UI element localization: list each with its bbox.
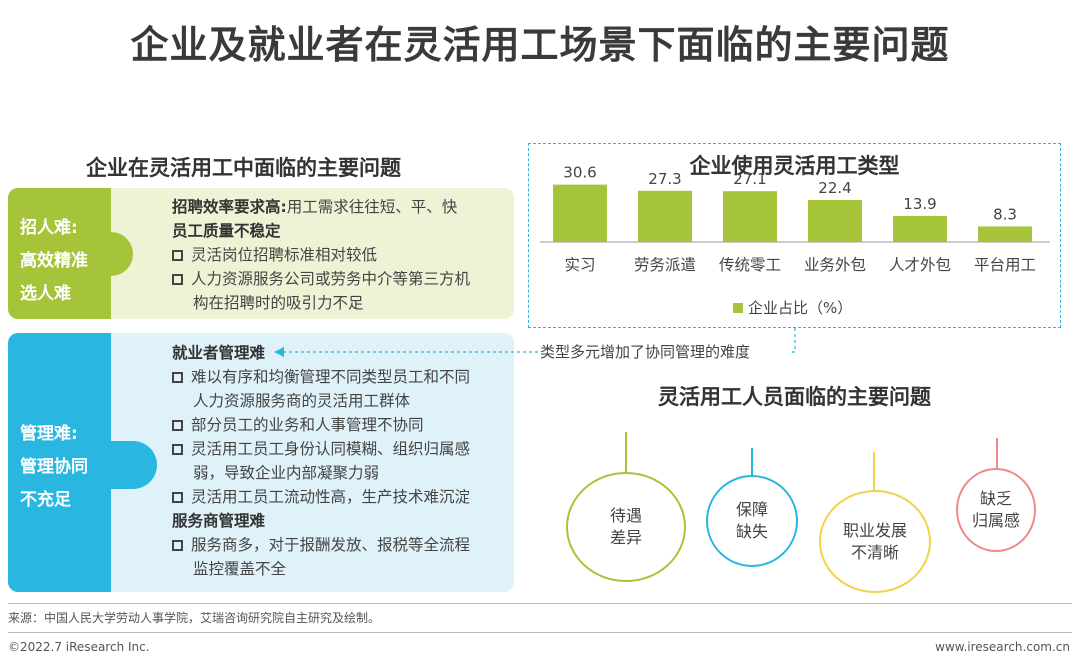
bar-5	[978, 226, 1032, 242]
list-item-continued: 构在招聘时的吸引力不足	[193, 294, 364, 312]
recruit-tab-line2: 高效精准	[20, 251, 88, 271]
list-item: 部分员工的业务和人事管理不协同	[172, 413, 508, 437]
recruit-tab-line3: 选人难	[20, 284, 71, 304]
list-item-continued: 弱，导致企业内部凝聚力弱	[193, 464, 380, 482]
checkbox-square-icon	[172, 420, 183, 431]
bar-value-label: 27.3	[648, 170, 681, 188]
source-divider	[8, 603, 1072, 604]
bar-1	[638, 190, 692, 242]
checkbox-square-icon	[172, 540, 183, 551]
category-label: 实习	[564, 256, 595, 274]
bar-2	[723, 191, 777, 242]
list-item: 难以有序和均衡管理不同类型员工和不同	[172, 365, 508, 389]
list-item-continued: 监控覆盖不全	[193, 560, 287, 578]
circle-treatment-difference: 待遇 差异	[566, 472, 686, 582]
recruit-content: 招聘效率要求高:用工需求往往短、平、快 员工质量不稳定 灵活岗位招聘标准相对较低…	[172, 195, 508, 315]
recruit-tab-label: 招人难: 高效精准 选人难	[8, 212, 88, 311]
checkbox-square-icon	[172, 250, 183, 261]
bar-value-label: 13.9	[903, 195, 936, 213]
website: www.iresearch.com.cn	[935, 640, 1070, 654]
copyright: ©2022.7 iResearch Inc.	[8, 640, 150, 654]
left-section-title: 企业在灵活用工中面临的主要问题	[86, 156, 401, 180]
manage-tab-line3: 不充足	[20, 490, 71, 510]
bar-4	[893, 215, 947, 242]
source-note: 来源：中国人民大学劳动人事学院，艾瑞咨询研究院自主研究及绘制。	[8, 611, 381, 625]
bar-value-label: 22.4	[818, 179, 851, 197]
legend-label: 企业占比（%）	[748, 299, 852, 317]
manage-tab-line1: 管理难:	[20, 424, 78, 444]
manage-tab-line2: 管理协同	[20, 457, 88, 477]
recruit-head-line2: 员工质量不稳定	[172, 222, 281, 240]
manage-content: 就业者管理难 难以有序和均衡管理不同类型员工和不同 人力资源服务商的灵活用工群体…	[172, 341, 508, 581]
bar-value-label: 27.1	[733, 170, 766, 188]
bar-0	[553, 184, 607, 242]
checkbox-square-icon	[172, 274, 183, 285]
checkbox-square-icon	[172, 372, 183, 383]
bar-chart: 30.6 实习 27.3 劳务派遣 27.1 传统零工 22.4 业务外包 13.9 人才外包 8.…	[540, 164, 1050, 317]
bar-value-label: 30.6	[563, 164, 596, 182]
manage-puzzle-knob	[95, 441, 157, 489]
category-label: 传统零工	[719, 256, 781, 274]
recruit-tab-line1: 招人难:	[20, 218, 78, 238]
checkbox-square-icon	[172, 492, 183, 503]
category-label: 业务外包	[804, 256, 866, 274]
list-item: 灵活用工员工流动性高，生产技术难沉淀	[172, 485, 508, 509]
bar-value-label: 8.3	[993, 205, 1017, 223]
circle-lack-of-security: 保障 缺失	[706, 475, 798, 567]
circle-lack-of-belonging: 缺乏 归属感	[956, 468, 1036, 552]
footer-divider	[8, 632, 1072, 633]
annotation-connector	[274, 328, 796, 357]
legend-swatch	[733, 303, 743, 313]
manage-tab-label: 管理难: 管理协同 不充足	[8, 418, 88, 517]
recruit-head-rest: 用工需求往往短、平、快	[286, 198, 458, 216]
chart-title: 企业使用灵活用工类型	[689, 154, 900, 178]
list-item: 人力资源服务公司或劳务中介等第三方机	[172, 267, 508, 291]
list-item-continued: 人力资源服务商的灵活用工群体	[193, 392, 411, 410]
recruit-tab	[8, 188, 111, 319]
circle-unclear-career: 职业发展 不清晰	[819, 490, 931, 593]
manage-head1: 就业者管理难	[172, 344, 266, 362]
list-item: 灵活岗位招聘标准相对较低	[172, 243, 508, 267]
list-item: 服务商多，对于报酬发放、报税等全流程	[172, 533, 508, 557]
category-label: 人才外包	[889, 256, 951, 274]
chart-frame	[528, 143, 1061, 328]
recruit-puzzle-knob	[95, 232, 133, 276]
recruit-head-bold: 招聘效率要求高:	[172, 198, 287, 216]
manage-head2: 服务商管理难	[172, 512, 266, 530]
worker-connectors	[625, 432, 998, 490]
page-title: 企业及就业者在灵活用工场景下面临的主要问题	[130, 23, 950, 67]
checkbox-square-icon	[172, 444, 183, 455]
manage-tab	[8, 333, 111, 592]
bar-3	[808, 200, 862, 242]
category-label: 平台用工	[974, 256, 1036, 274]
category-label: 劳务派遣	[634, 256, 696, 274]
worker-section-title: 灵活用工人员面临的主要问题	[658, 385, 931, 409]
list-item: 灵活用工员工身份认同模糊、组织归属感	[172, 437, 508, 461]
annotation-text: 类型多元增加了协同管理的难度	[540, 343, 751, 361]
